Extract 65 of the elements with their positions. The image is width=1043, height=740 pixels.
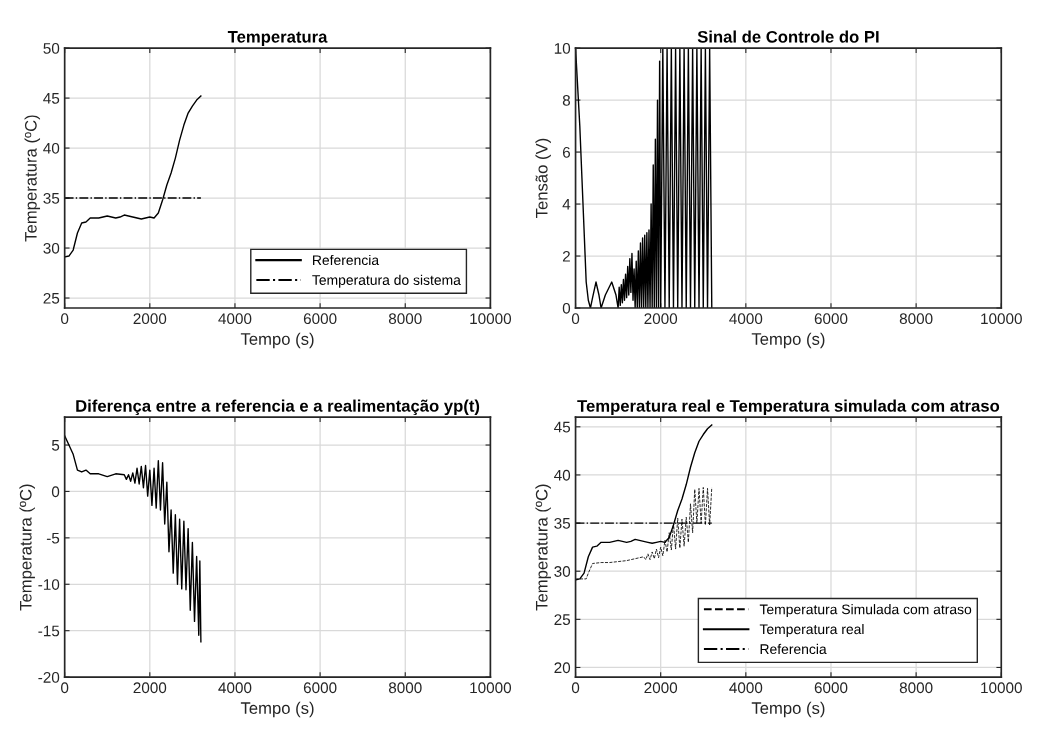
x-tick-label: 0 [61,313,69,325]
x-tick-label: 4000 [729,682,763,694]
x-axis-title: Tempo (s) [240,701,314,718]
chart-title: Temperatura [227,31,328,46]
y-axis-title: Temperatura (ºC) [535,484,551,611]
y-tick-label: 4 [562,199,571,210]
y-tick-label: 40 [43,142,60,154]
x-tick-label: 0 [571,682,580,694]
x-tick-label: 10000 [470,313,512,325]
y-tick-label: 8 [562,94,571,106]
y-tick-label: 30 [554,566,571,577]
legend-label: Temperatura Simulada com atraso [759,604,972,618]
x-axis-title: Tempo (s) [240,332,314,349]
y-tick-label: 2 [562,250,570,262]
y-tick-label: 0 [51,486,60,498]
y-tick-label: 5 [51,440,60,451]
y-tick-label: 40 [554,469,571,481]
x-tick-label: 6000 [814,682,848,694]
y-tick-label: 45 [554,421,571,433]
y-tick-label: 0 [562,302,571,314]
y-axis-title: Temperatura (ºC) [19,484,35,611]
y-tick-label: 6 [562,146,571,158]
x-tick-label: 8000 [899,313,933,325]
y-axis-title: Temperatura (ºC) [24,115,41,242]
y-tick-label: 10 [554,42,571,54]
y-axis-title: Tensão (V) [535,138,551,218]
x-tick-label: 6000 [303,682,337,694]
x-tick-label: 10000 [470,682,512,694]
y-tick-label: 45 [43,93,60,104]
legend-label: Temperatura real [759,623,864,637]
x-tick-label: 8000 [899,682,933,694]
y-tick-label: 35 [43,192,60,204]
y-tick-label: 50 [43,42,60,54]
y-tick-label: -5 [46,532,60,544]
y-tick-label: -20 [38,671,60,683]
x-tick-label: 10000 [981,682,1022,694]
x-tick-label: 0 [571,313,580,325]
x-axis-title: Tempo (s) [751,332,825,349]
x-tick-label: 4000 [729,313,763,325]
y-tick-label: 20 [554,662,571,674]
y-tick-label: -10 [38,579,60,590]
x-tick-label: 6000 [303,313,337,325]
y-tick-label: -15 [38,625,60,637]
x-tick-label: 8000 [388,313,422,325]
x-tick-label: 2000 [644,313,678,325]
x-tick-label: 2000 [644,682,678,694]
x-tick-label: 10000 [981,313,1022,325]
x-tick-label: 0 [61,682,69,694]
x-axis-title: Tempo (s) [751,701,825,718]
y-tick-label: 30 [43,242,60,254]
y-tick-label: 35 [554,517,571,529]
legend-label: Referencia [760,643,827,655]
x-tick-label: 4000 [218,682,252,694]
x-tick-label: 4000 [218,313,252,325]
chart-title: Sinal de Controle do PI [697,30,879,43]
chart-title: Temperatura real e Temperatura simulada com atraso [577,399,1000,416]
x-tick-label: 2000 [133,313,167,325]
chart-title: Diferença entre a referencia e a realimentação yp(t) [76,399,480,416]
y-tick-label: 25 [554,614,571,626]
x-tick-label: 6000 [814,313,848,325]
x-tick-label: 8000 [388,682,422,694]
x-tick-label: 2000 [133,682,167,694]
legend-label: Referencia [313,254,380,266]
y-tick-label: 25 [43,292,60,304]
legend-label: Temperatura do sistema [312,274,461,288]
